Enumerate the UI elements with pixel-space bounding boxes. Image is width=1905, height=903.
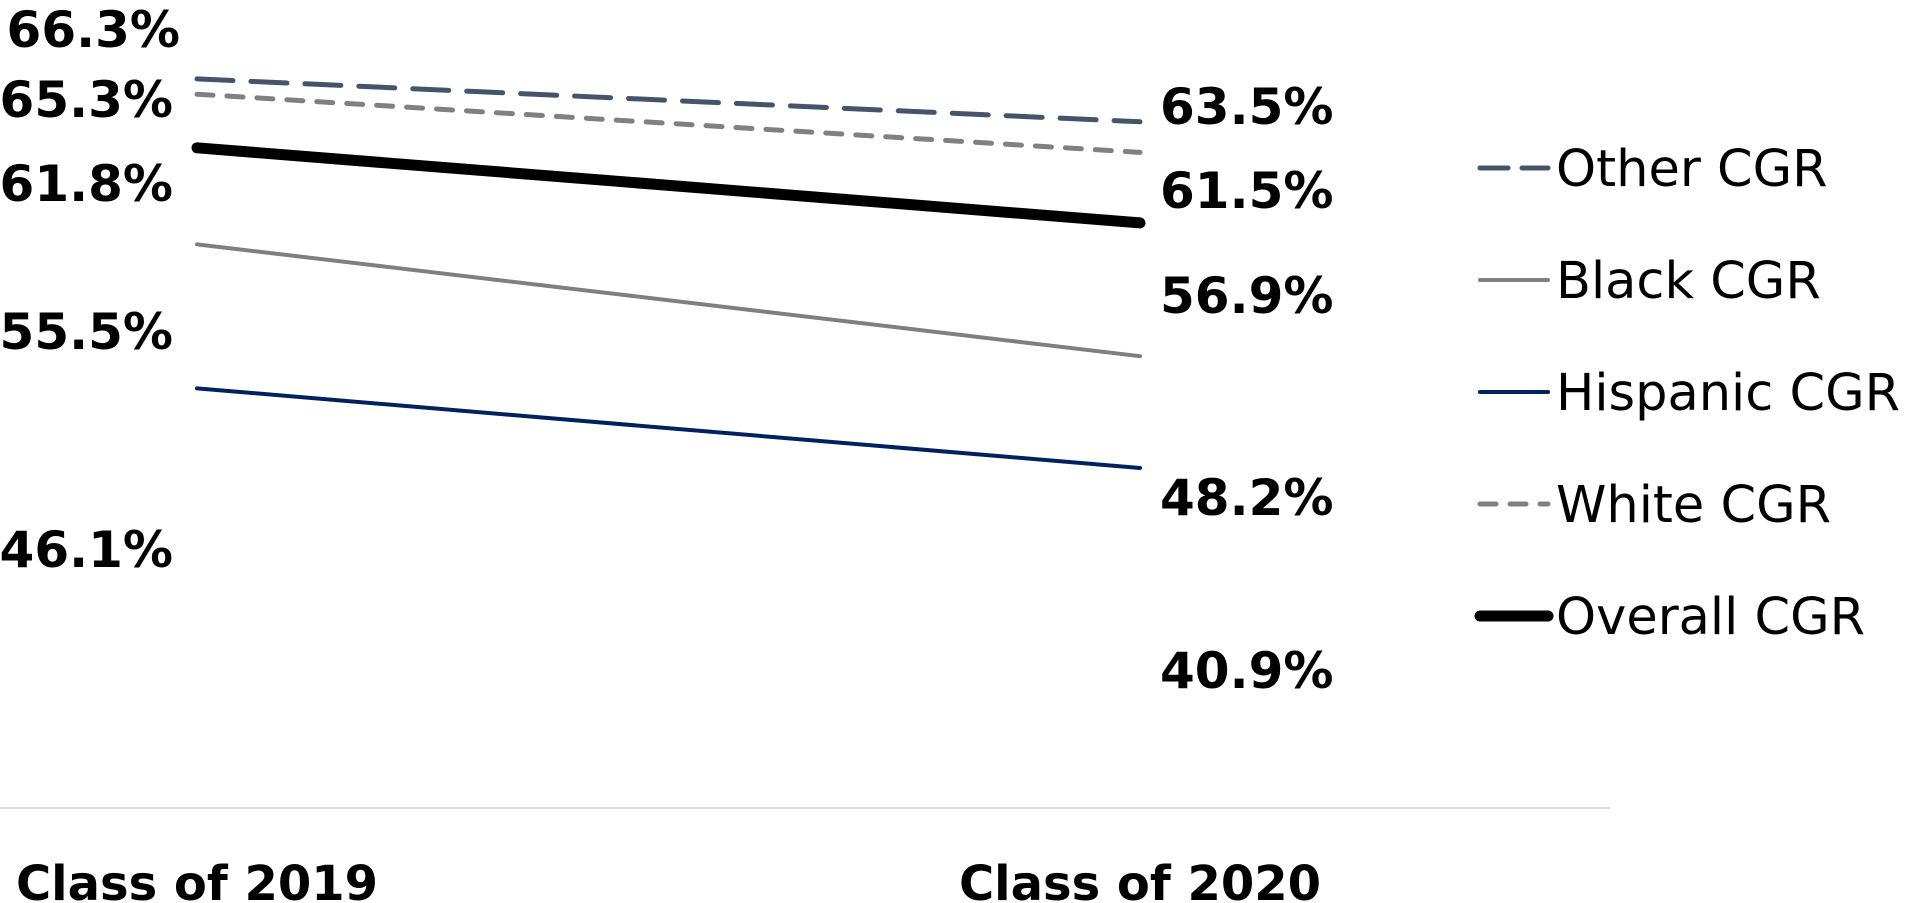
legend-label-black-cgr: Black CGR (1556, 252, 1821, 311)
series-line-hispanic-cgr (195, 386, 1142, 471)
legend-item-other-cgr: Other CGR (1477, 140, 1828, 199)
x-tick-label: Class of 2020 (959, 856, 1321, 903)
series-line-white-cgr (194, 91, 1143, 155)
data-label-overall-cgr-2019: 61.8% (0, 155, 173, 213)
legend-item-black-cgr: Black CGR (1478, 252, 1821, 311)
series-line-overall-cgr (191, 142, 1146, 229)
data-label-hispanic-cgr-2020: 40.9% (1160, 642, 1333, 700)
series-line-other-cgr (194, 76, 1143, 125)
data-label-other-cgr-2019: 66.3% (7, 1, 180, 59)
x-axis-categories: Class of 2019 Class of 2020 (16, 856, 1321, 903)
data-label-other-cgr-2020: 63.5% (1160, 78, 1333, 136)
legend-label-overall-cgr: Overall CGR (1556, 588, 1865, 647)
data-label-hispanic-cgr-2019: 46.1% (0, 521, 173, 579)
legend-label-other-cgr: Other CGR (1556, 140, 1828, 199)
legend-item-overall-cgr: Overall CGR (1474, 588, 1865, 647)
series-line-black-cgr (195, 242, 1142, 359)
legend-label-white-cgr: White CGR (1556, 476, 1831, 535)
legend: Other CGR Black CGR Hispanic CGR White CGR O… (1474, 140, 1900, 647)
data-label-black-cgr-2019: 55.5% (0, 303, 173, 361)
data-label-white-cgr-2019: 65.3% (0, 71, 173, 129)
data-label-white-cgr-2020: 61.5% (1160, 162, 1333, 220)
legend-item-white-cgr: White CGR (1477, 476, 1831, 535)
legend-item-hispanic-cgr: Hispanic CGR (1478, 364, 1900, 423)
x-tick-label: Class of 2019 (16, 856, 378, 903)
legend-label-hispanic-cgr: Hispanic CGR (1556, 364, 1900, 423)
data-labels: 66.3% 63.5% 55.5% 48.2% 46.1% 40.9% 65.3% 61.5%… (0, 1, 1333, 700)
series-layer (191, 76, 1146, 471)
data-label-black-cgr-2020: 48.2% (1160, 469, 1333, 527)
data-label-overall-cgr-2020: 56.9% (1160, 267, 1333, 325)
